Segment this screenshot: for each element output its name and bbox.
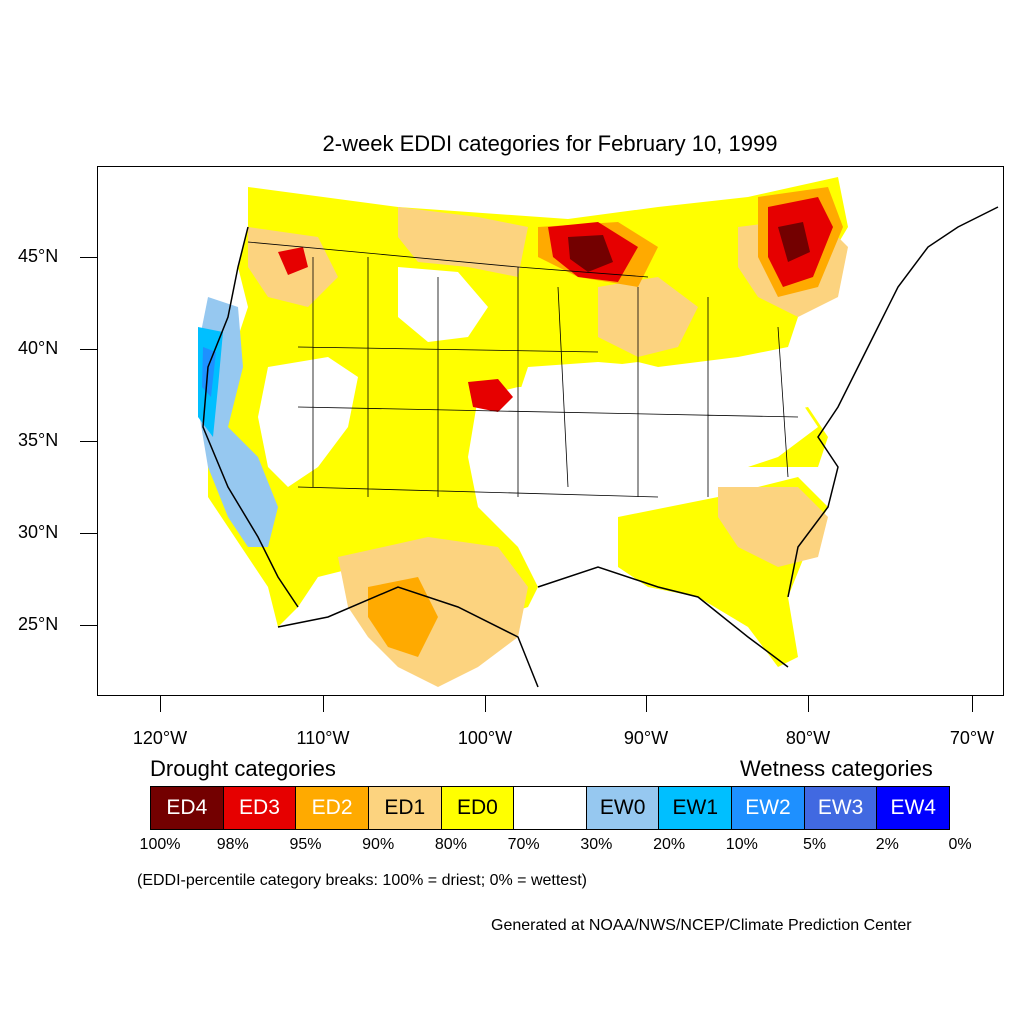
lon-label-90w: 90°W <box>623 728 669 748</box>
wetness-heading: Wetness categories <box>740 756 933 781</box>
lon-label-110w: 110°W <box>296 728 350 748</box>
break-label: 95% <box>289 836 322 853</box>
lon-tick-70w <box>972 696 973 712</box>
ed1-southeast <box>718 487 828 567</box>
lat-tick-45 <box>80 257 97 258</box>
lon-label-100w: 100°W <box>457 728 513 748</box>
lat-tick-25 <box>80 625 97 626</box>
break-label: 2% <box>875 836 899 853</box>
lat-label-25: 25°N <box>18 614 59 634</box>
drought-heading: Drought categories <box>150 756 336 781</box>
lon-tick-120w <box>160 696 161 712</box>
legend-box-normal <box>514 787 587 829</box>
lon-label-80w: 80°W <box>785 728 831 748</box>
ed4-northeast <box>778 222 810 262</box>
lat-tick-40 <box>80 349 97 350</box>
lon-tick-90w <box>646 696 647 712</box>
ed3-nebraska <box>468 379 513 412</box>
lat-label-30: 30°N <box>18 522 59 542</box>
ed1-greatlakes <box>598 277 698 357</box>
ed2-texas <box>368 577 438 657</box>
legend-box-ew4: EW4 <box>877 787 950 829</box>
legend-box-ed0: ED0 <box>441 787 515 829</box>
ed1-northern <box>398 207 528 277</box>
map-canvas <box>98 167 1003 695</box>
legend-box-ed1: ED1 <box>368 787 442 829</box>
break-label: 0% <box>948 836 972 853</box>
lon-tick-110w <box>323 696 324 712</box>
lat-label-35: 35°N <box>18 430 59 450</box>
legend-box-ed3: ED3 <box>223 787 297 829</box>
category-note: (EDDI-percentile category breaks: 100% =… <box>137 872 587 889</box>
state-borders <box>247 241 799 498</box>
lat-tick-30 <box>80 533 97 534</box>
lon-label-120w: 120°W <box>132 728 188 748</box>
lon-label-70w: 70°W <box>949 728 995 748</box>
legend-box-ed4: ED4 <box>151 787 224 829</box>
eddi-map <box>97 166 1004 696</box>
legend-box-ew2: EW2 <box>732 787 805 829</box>
ed3-northwest <box>278 247 308 275</box>
coastline <box>202 206 999 688</box>
break-label: 10% <box>725 836 758 853</box>
legend-box-ed2: ED2 <box>296 787 369 829</box>
normal-midwest <box>478 362 818 527</box>
lat-label-40: 40°N <box>18 338 59 358</box>
break-label: 90% <box>362 836 395 853</box>
credit-text: Generated at NOAA/NWS/NCEP/Climate Predi… <box>491 917 912 934</box>
category-legend: ED4 ED3 ED2 ED1 ED0 EW0 EW1 EW2 EW3 EW4 <box>150 786 950 830</box>
break-label: 80% <box>434 836 467 853</box>
ed4-greatlakes <box>568 235 613 272</box>
break-label: 30% <box>580 836 613 853</box>
legend-box-ew1: EW1 <box>659 787 733 829</box>
break-label: 20% <box>653 836 686 853</box>
legend-box-ew0: EW0 <box>586 787 660 829</box>
lon-tick-80w <box>808 696 809 712</box>
break-label: 98% <box>216 836 249 853</box>
break-label: 100% <box>139 836 181 853</box>
legend-box-ew3: EW3 <box>804 787 878 829</box>
ew2-westcoast <box>202 347 216 397</box>
lat-tick-35 <box>80 441 97 442</box>
lon-tick-100w <box>485 696 486 712</box>
break-label: 5% <box>802 836 827 853</box>
normal-west <box>258 357 358 487</box>
lat-label-45: 45°N <box>18 246 59 266</box>
break-label: 70% <box>507 836 540 853</box>
normal-plains <box>398 267 488 342</box>
map-title: 2-week EDDI categories for February 10, … <box>322 131 778 156</box>
